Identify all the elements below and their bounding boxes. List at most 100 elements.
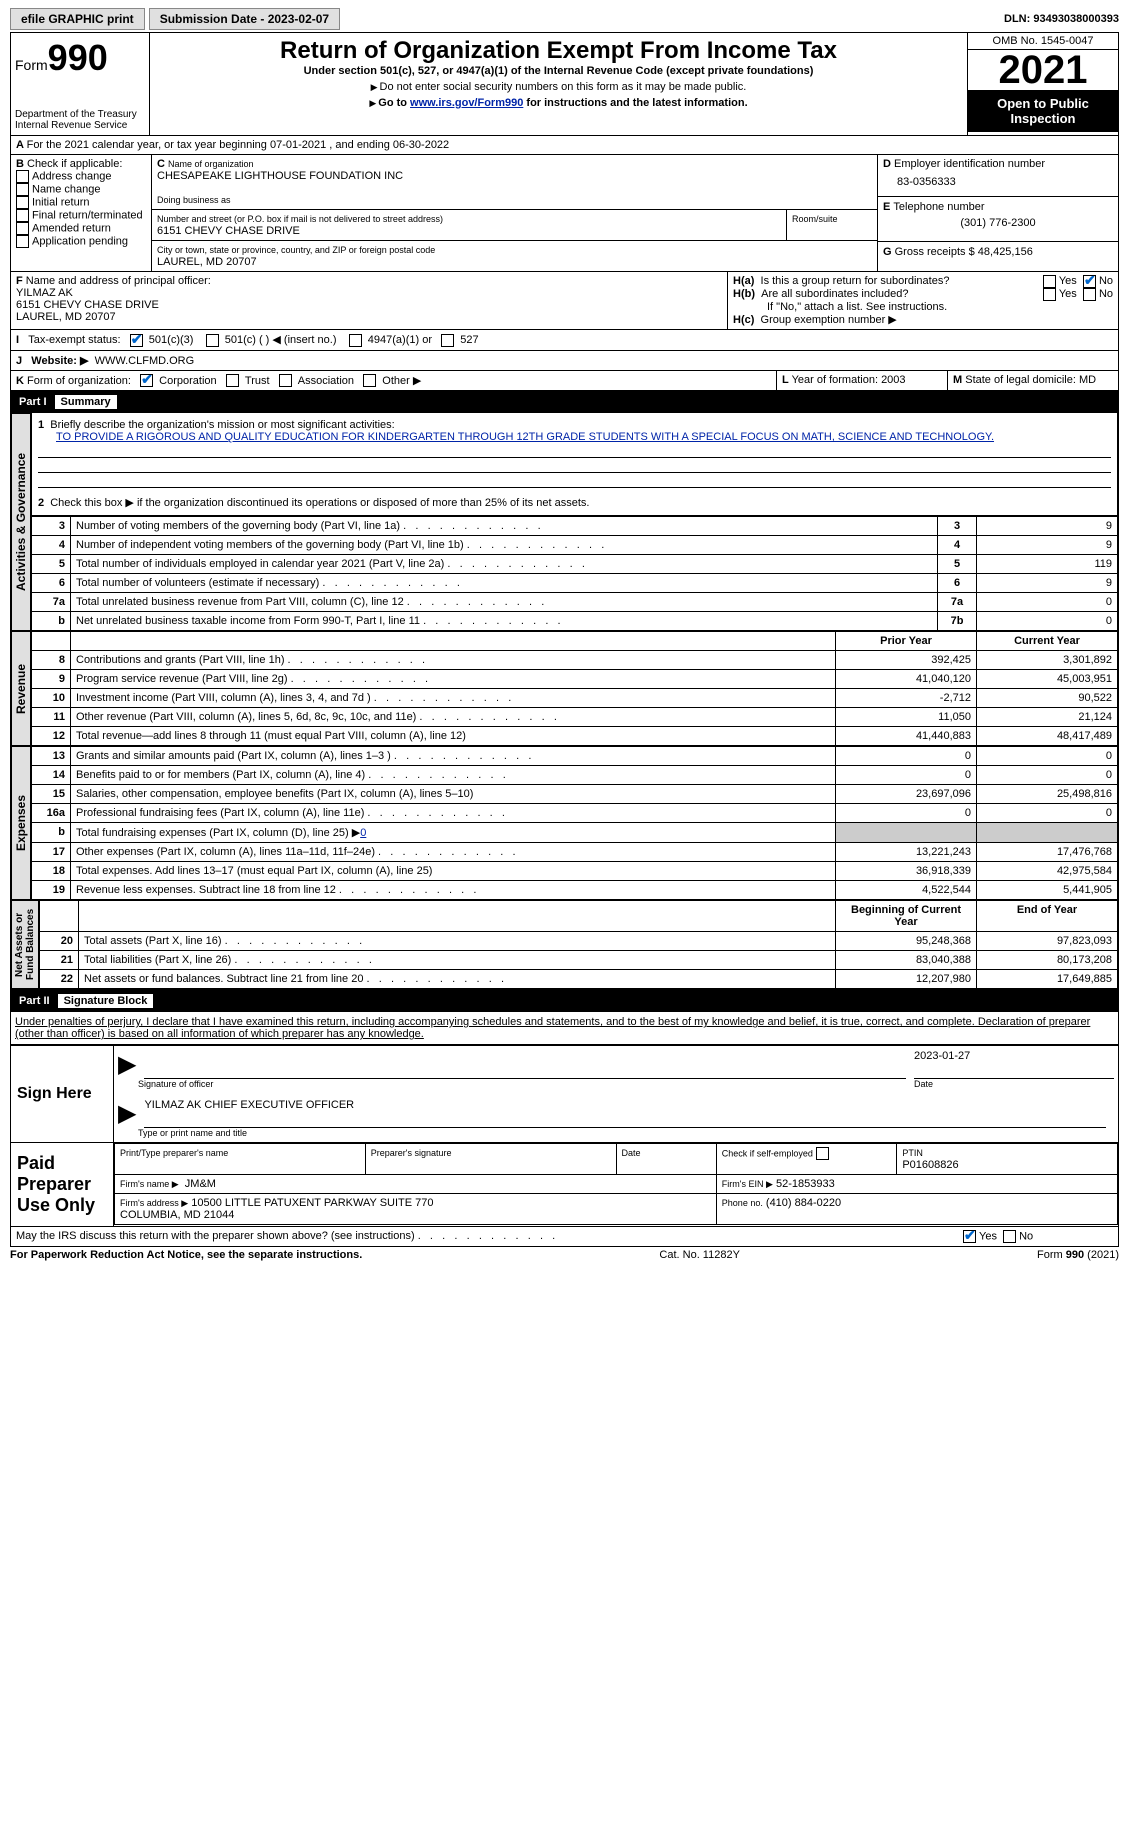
- discuss-yes-checkbox[interactable]: [963, 1230, 976, 1243]
- association-checkbox[interactable]: [279, 374, 292, 387]
- 4947-checkbox[interactable]: [349, 334, 362, 347]
- ein-value: 83-0356333: [883, 170, 1113, 188]
- check-applicable-label: Check if applicable:: [27, 158, 122, 170]
- signature-arrow-icon: ▶: [118, 1050, 136, 1079]
- instructions-note: Go to www.irs.gov/Form990 for instructio…: [154, 97, 963, 109]
- form-version: Form 990 (2021): [1037, 1249, 1119, 1261]
- hb-no-checkbox[interactable]: [1083, 288, 1096, 301]
- 501c3-checkbox[interactable]: [130, 334, 143, 347]
- penalty-statement: Under penalties of perjury, I declare th…: [10, 1012, 1119, 1045]
- ha-label: Is this a group return for subordinates?: [761, 275, 1043, 288]
- gross-receipts-value: 48,425,156: [978, 246, 1033, 258]
- hb-note: If "No," attach a list. See instructions…: [733, 301, 1113, 313]
- part1-header: Part ISummary: [10, 391, 1119, 413]
- public-inspection-badge: Open to Public Inspection: [968, 90, 1118, 132]
- officer-label: Name and address of principal officer:: [26, 275, 211, 287]
- initial-return-checkbox[interactable]: [16, 196, 29, 209]
- signature-label: Signature of officer: [138, 1079, 914, 1089]
- revenue-table: Prior YearCurrent Year 8Contributions an…: [31, 631, 1118, 746]
- mission-label: Briefly describe the organization's miss…: [50, 419, 394, 431]
- page-footer: For Paperwork Reduction Act Notice, see …: [10, 1247, 1119, 1263]
- website-label: Website: ▶: [31, 355, 88, 367]
- catalog-number: Cat. No. 11282Y: [659, 1249, 740, 1261]
- room-label: Room/suite: [792, 214, 838, 224]
- 527-checkbox[interactable]: [441, 334, 454, 347]
- dba-label: Doing business as: [157, 195, 231, 205]
- 501c-checkbox[interactable]: [206, 334, 219, 347]
- firm-phone: (410) 884-0220: [766, 1197, 841, 1209]
- ha-yes-checkbox[interactable]: [1043, 275, 1056, 288]
- address-change-checkbox[interactable]: [16, 170, 29, 183]
- line2-text: Check this box ▶ if the organization dis…: [50, 497, 589, 509]
- org-name-label: Name of organization: [168, 159, 254, 169]
- website-value: WWW.CLFMD.ORG: [95, 355, 195, 367]
- line7a-value: 0: [977, 593, 1118, 612]
- form-subtitle: Under section 501(c), 527, or 4947(a)(1)…: [154, 65, 963, 77]
- paperwork-notice: For Paperwork Reduction Act Notice, see …: [10, 1249, 362, 1261]
- sign-date: 2023-01-27: [914, 1050, 1114, 1079]
- dept-label: Department of the Treasury Internal Reve…: [15, 109, 145, 131]
- section-bcdefgh: B Check if applicable: Address change Na…: [10, 155, 1119, 272]
- name-arrow-icon: ▶: [118, 1099, 136, 1128]
- dln-label: DLN: 93493038000393: [1004, 13, 1119, 25]
- line-a: A For the 2021 calendar year, or tax yea…: [11, 136, 454, 154]
- officer-printed-name: YILMAZ AK CHIEF EXECUTIVE OFFICER: [144, 1099, 1106, 1128]
- form-title: Return of Organization Exempt From Incom…: [154, 37, 963, 65]
- expenses-table: 13Grants and similar amounts paid (Part …: [31, 746, 1118, 900]
- efile-print-button[interactable]: efile GRAPHIC print: [10, 8, 145, 30]
- addr-label: Number and street (or P.O. box if mail i…: [157, 214, 443, 224]
- discuss-question: May the IRS discuss this return with the…: [16, 1230, 555, 1242]
- discuss-no-checkbox[interactable]: [1003, 1230, 1016, 1243]
- top-bar: efile GRAPHIC print Submission Date - 20…: [10, 8, 1119, 30]
- other-checkbox[interactable]: [363, 374, 376, 387]
- expenses-tab: Expenses: [11, 746, 31, 900]
- revenue-tab: Revenue: [11, 631, 31, 746]
- ha-no-checkbox[interactable]: [1083, 275, 1096, 288]
- street-address: 6151 CHEVY CHASE DRIVE: [157, 225, 300, 237]
- tax-status-label: Tax-exempt status:: [28, 334, 120, 346]
- line7b-value: 0: [977, 612, 1118, 631]
- officer-name: YILMAZ AK: [16, 287, 73, 299]
- tax-year: 2021: [968, 50, 1118, 90]
- firm-name: JM&M: [185, 1178, 216, 1190]
- corporation-checkbox[interactable]: [140, 374, 153, 387]
- final-return-checkbox[interactable]: [16, 209, 29, 222]
- org-form-label: Form of organization:: [27, 375, 131, 387]
- application-pending-checkbox[interactable]: [16, 235, 29, 248]
- paid-preparer-block: Paid Preparer Use Only Print/Type prepar…: [10, 1143, 1119, 1227]
- activities-tab: Activities & Governance: [11, 413, 31, 631]
- ssn-note: Do not enter social security numbers on …: [154, 81, 963, 93]
- sign-here-label: Sign Here: [11, 1046, 114, 1142]
- officer-city: LAUREL, MD 20707: [16, 311, 116, 323]
- form-number: Form990: [15, 37, 145, 79]
- trust-checkbox[interactable]: [226, 374, 239, 387]
- amended-return-checkbox[interactable]: [16, 222, 29, 235]
- line4-value: 9: [977, 536, 1118, 555]
- city-label: City or town, state or province, country…: [157, 245, 435, 255]
- officer-addr: 6151 CHEVY CHASE DRIVE: [16, 299, 159, 311]
- name-change-checkbox[interactable]: [16, 183, 29, 196]
- irs-link[interactable]: www.irs.gov/Form990: [410, 97, 523, 109]
- line3-value: 9: [977, 517, 1118, 536]
- domicile-label: State of legal domicile:: [965, 374, 1076, 386]
- mission-text: TO PROVIDE A RIGOROUS AND QUALITY EDUCAT…: [38, 431, 1111, 443]
- gross-receipts-label: Gross receipts $: [895, 246, 975, 258]
- submission-date-button[interactable]: Submission Date - 2023-02-07: [149, 8, 340, 30]
- firm-ein: 52-1853933: [776, 1178, 835, 1190]
- formation-label: Year of formation:: [792, 374, 878, 386]
- phone-label: Telephone number: [893, 201, 984, 213]
- netassets-tab: Net Assets or Fund Balances: [11, 900, 39, 989]
- org-name: CHESAPEAKE LIGHTHOUSE FOUNDATION INC: [157, 170, 403, 182]
- sign-here-block: Sign Here ▶ 2023-01-27 Signature of offi…: [10, 1045, 1119, 1143]
- hc-label: Group exemption number ▶: [761, 314, 897, 326]
- line5-value: 119: [977, 555, 1118, 574]
- netassets-table: Beginning of Current YearEnd of Year 20T…: [39, 900, 1118, 989]
- phone-value: (301) 776-2300: [883, 213, 1113, 229]
- self-employed-checkbox[interactable]: [816, 1147, 829, 1160]
- governance-table: 3Number of voting members of the governi…: [31, 516, 1118, 631]
- name-title-label: Type or print name and title: [118, 1128, 1114, 1138]
- paid-preparer-label: Paid Preparer Use Only: [11, 1143, 114, 1226]
- domicile-state: MD: [1079, 374, 1096, 386]
- part2-header: Part IISignature Block: [10, 990, 1119, 1012]
- hb-yes-checkbox[interactable]: [1043, 288, 1056, 301]
